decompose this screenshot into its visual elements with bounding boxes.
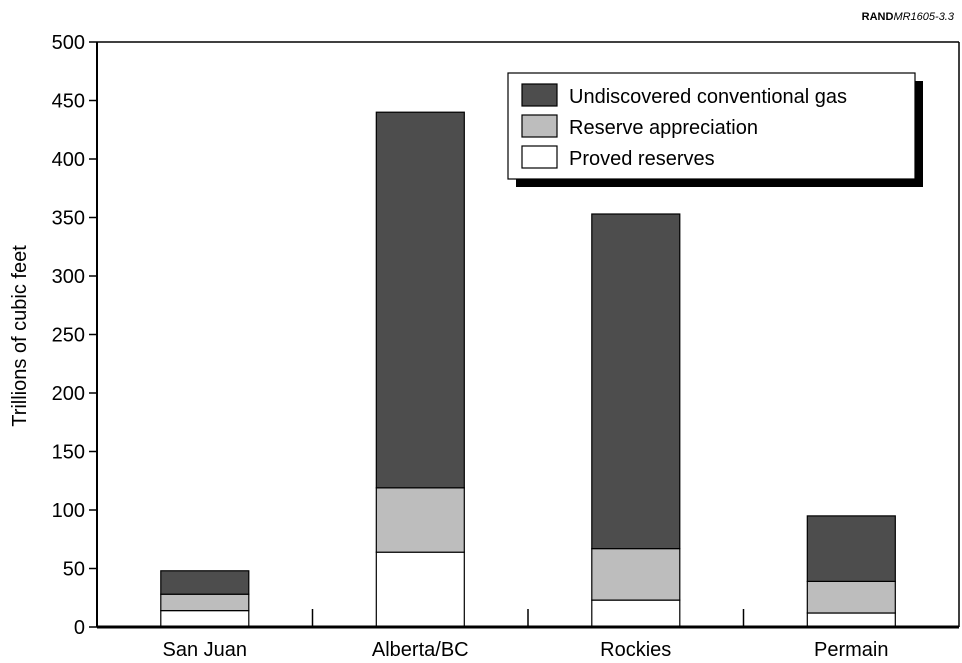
y-tick-label: 300 <box>52 266 85 288</box>
x-category-label: Alberta/BC <box>372 639 469 661</box>
bar-permain-proved-reserves <box>806 612 896 628</box>
y-tick-label: 500 <box>52 32 85 54</box>
bar-rockies-undiscovered-conventional-gas <box>591 213 681 550</box>
bar-alberta-bc-undiscovered-conventional-gas <box>375 111 465 489</box>
source-label-italic: MR1605-3.3 <box>893 11 954 23</box>
y-tick-label: 0 <box>74 617 85 639</box>
bar-alberta-bc-reserve-appreciation <box>375 487 465 553</box>
y-tick-label: 100 <box>52 500 85 522</box>
y-tick-label: 350 <box>52 208 85 230</box>
legend-label: Proved reserves <box>569 148 715 170</box>
source-label-bold: RAND <box>862 11 894 23</box>
y-tick-label: 150 <box>52 442 85 464</box>
source-label: RANDMR1605-3.3 <box>862 11 955 23</box>
y-tick-label: 250 <box>52 325 85 347</box>
x-category-label: Permain <box>814 639 888 661</box>
bars-group <box>160 111 896 628</box>
y-tick-label: 200 <box>52 383 85 405</box>
bar-san-juan-undiscovered-conventional-gas <box>160 570 250 595</box>
bar-rockies-proved-reserves <box>591 599 681 628</box>
legend-label: Undiscovered conventional gas <box>569 86 847 108</box>
x-category-label: Rockies <box>600 639 671 661</box>
axes-group: 0 50 100 150 200 250 300 350 400 450 500 San Juan Al… <box>52 32 960 661</box>
legend-swatch <box>521 145 558 169</box>
legend: Undiscovered conventional gas Reserve app… <box>507 72 923 187</box>
bar-rockies-reserve-appreciation <box>591 547 681 601</box>
bar-alberta-bc-proved-reserves <box>375 551 465 628</box>
y-tick-label: 50 <box>63 559 85 581</box>
y-axis-label: Trillions of cubic feet <box>9 245 31 427</box>
bar-san-juan-proved-reserves <box>160 609 250 628</box>
y-tick-label: 400 <box>52 149 85 171</box>
legend-box <box>507 72 916 180</box>
bar-permain-reserve-appreciation <box>806 580 896 614</box>
legend-swatch <box>521 114 558 138</box>
legend-swatch <box>521 83 558 107</box>
bar-permain-undiscovered-conventional-gas <box>806 515 896 583</box>
legend-label: Reserve appreciation <box>569 117 758 139</box>
bar-san-juan-reserve-appreciation <box>160 593 250 612</box>
x-category-label: San Juan <box>162 639 247 661</box>
y-tick-label: 450 <box>52 91 85 113</box>
